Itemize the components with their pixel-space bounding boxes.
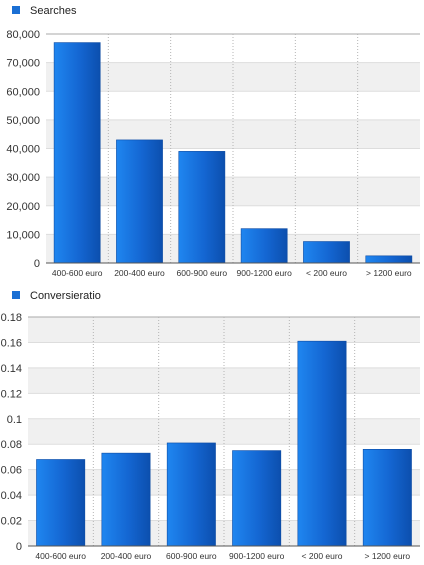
legend-swatch [12,6,20,14]
y-tick-label: 0.02 [1,516,22,528]
y-tick-label: 0 [16,541,22,553]
bar-2[interactable] [166,442,216,547]
x-tick-label: < 200 euro [306,268,347,278]
bar-5[interactable] [362,449,412,547]
x-tick-label: 900-1200 euro [237,268,293,278]
y-tick-label: 20,000 [6,201,40,213]
y-tick-label: 30,000 [6,172,40,184]
x-tick-label: > 1200 euro [365,551,411,561]
x-tick-label: 400-600 euro [52,268,103,278]
x-tick-label: 600-900 euro [166,551,217,561]
y-tick-label: 0.14 [1,363,22,375]
y-tick-label: 0.08 [1,439,22,451]
bar-0[interactable] [53,42,101,264]
y-tick-label: 70,000 [6,58,40,70]
y-tick-label: 0.12 [1,388,22,400]
x-tick-label: < 200 euro [302,551,343,561]
bar-1[interactable] [101,452,151,547]
searches-chart: 0 10,000 20,000 30,000 40,000 50,000 60,000 70,… [6,5,420,278]
x-tick-label: 200-400 euro [101,551,152,561]
y-tick-label: 10,000 [6,229,40,241]
legend-label[interactable]: Searches [30,5,77,17]
bar-3[interactable] [240,228,288,264]
bar-1[interactable] [116,139,163,264]
y-tick-label: 0.04 [1,490,22,502]
x-tick-label: 400-600 euro [35,551,86,561]
y-tick-label: 50,000 [6,115,40,127]
bar-3[interactable] [232,450,282,547]
bar-4[interactable] [303,241,350,264]
x-tick-label: 600-900 euro [177,268,228,278]
bar-4[interactable] [297,340,347,547]
bar-0[interactable] [36,459,86,547]
grid-band [46,234,420,263]
bar-2[interactable] [178,151,226,264]
bar-5[interactable] [365,255,413,264]
y-tick-label: 0.16 [1,337,22,349]
x-tick-label: 900-1200 euro [229,551,285,561]
y-tick-label: 60,000 [6,86,40,98]
y-tick-label: 40,000 [6,144,40,156]
y-tick-label: 80,000 [6,29,40,41]
y-tick-label: 0.06 [1,465,22,477]
x-tick-label: 200-400 euro [114,268,165,278]
y-tick-label: 0.1 [7,414,22,426]
conversion-chart: 0 0.02 0.04 0.06 0.08 0.1 0.12 0.14 0.16 0.18 400-… [1,290,420,561]
y-tick-label: 0.18 [1,312,22,324]
x-tick-label: > 1200 euro [366,268,412,278]
y-tick-label: 0 [34,258,40,270]
legend-label[interactable]: Conversieratio [30,290,101,302]
legend-swatch [12,291,20,299]
